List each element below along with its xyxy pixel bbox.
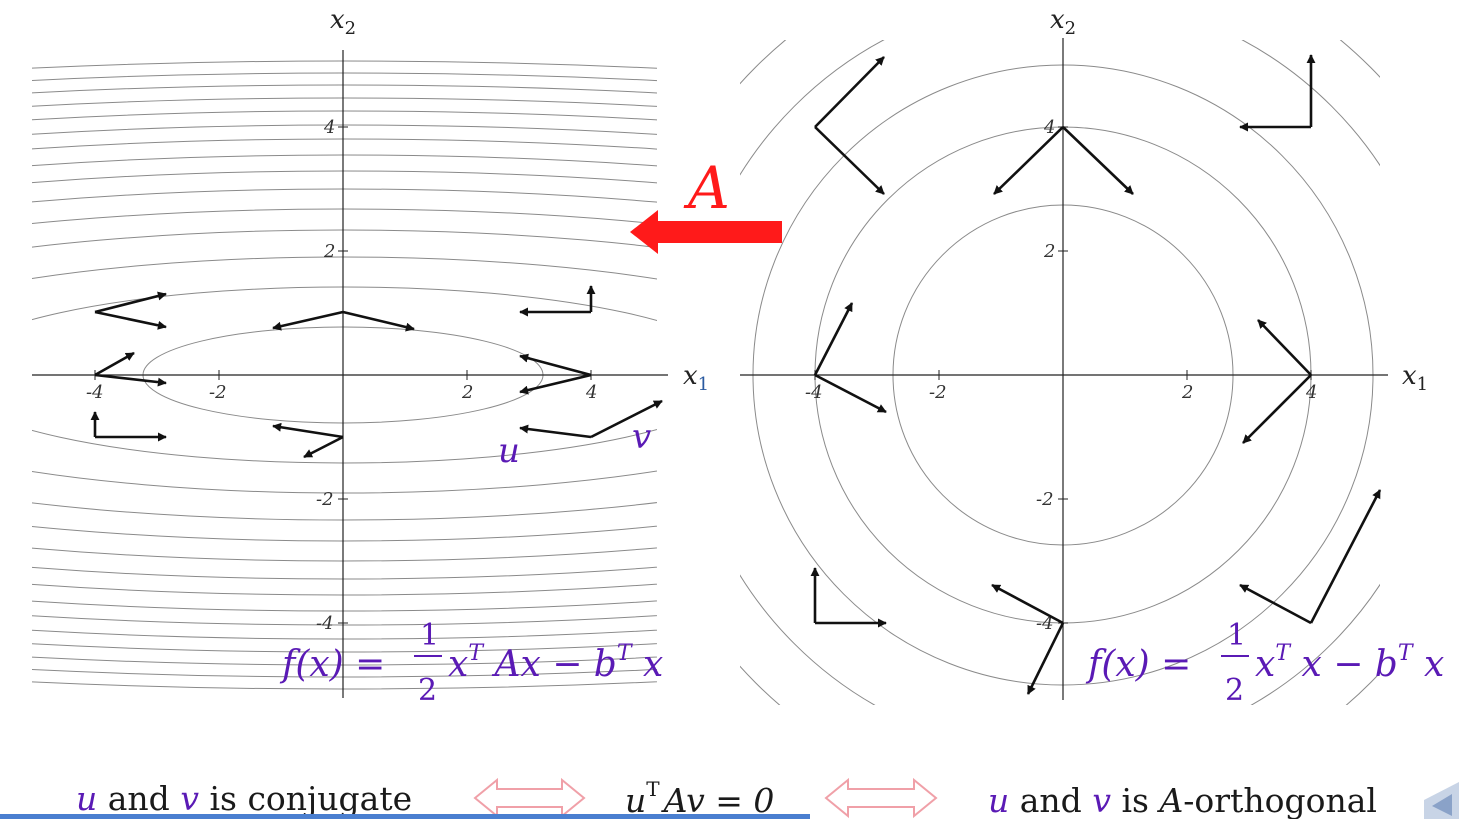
left-vector-pairs [90, 285, 663, 459]
left-formula: f(x) = 1 2 xT Ax − bT x [279, 618, 663, 708]
right-ytick-neg2: -2 [1036, 489, 1054, 510]
vector-arrow [94, 373, 167, 387]
left-ytick-4: 4 [323, 117, 335, 138]
v-label: v [632, 417, 651, 457]
vector-arrow [814, 126, 885, 195]
vector-arrow [519, 353, 592, 377]
left-plot: -4 -2 2 4 4 2 -2 -4 x2 x1 [32, 5, 709, 708]
left-ytick-neg2: -2 [316, 489, 334, 510]
right-ytick-4: 4 [1043, 117, 1055, 138]
vector-arrow [272, 310, 344, 331]
right-formula: f(x) = 1 2 xT x − bT x [1085, 618, 1444, 708]
vector-arrow [1257, 319, 1312, 376]
right-ytick-2: 2 [1043, 241, 1055, 262]
vector-arrow [519, 373, 592, 395]
svg-text:1: 1 [420, 618, 439, 653]
right-vector-pairs [810, 54, 1382, 695]
left-y-axis-label: x2 [330, 5, 356, 39]
red-left-arrow [630, 210, 782, 254]
right-xtick-neg2: -2 [929, 382, 947, 403]
right-xtick-4: 4 [1305, 382, 1317, 403]
svg-text:2: 2 [418, 673, 437, 708]
vector-arrow [94, 291, 167, 314]
vector-v-arrow [590, 399, 663, 439]
svg-text:f(x) =: f(x) = [279, 644, 385, 685]
vector-arrow [993, 126, 1064, 195]
vector-arrow [813, 302, 854, 376]
left-xtick-2: 2 [461, 382, 473, 403]
right-ytick-neg4: -4 [1036, 613, 1054, 634]
right-y-axis-label: x2 [1050, 5, 1076, 39]
bottom-statement: u and v is conjugate uT Av = 0 u and v is… [76, 777, 1377, 819]
right-xtick-neg4: -4 [805, 382, 823, 403]
svg-text:1: 1 [1227, 618, 1246, 653]
vector-arrow [814, 56, 885, 128]
svg-text:xT Ax − bT x: xT Ax − bT x [448, 641, 663, 685]
svg-text:2: 2 [1225, 673, 1244, 708]
vector-arrow [303, 435, 344, 459]
left-x-axis-label: x1 [683, 361, 709, 395]
equivalence-arrow-1 [473, 777, 586, 819]
left-ytick-neg4: -4 [316, 613, 334, 634]
vector-arrow [1062, 126, 1134, 195]
vector-arrow [272, 422, 344, 439]
svg-text:f(x) =: f(x) = [1085, 644, 1191, 685]
equivalence-arrow-2 [824, 777, 938, 819]
left-ytick-2: 2 [323, 241, 335, 262]
vector-arrow [1026, 622, 1065, 695]
right-x-axis-label: x1 [1402, 361, 1428, 395]
left-xtick-neg4: -4 [86, 382, 104, 403]
svg-text:xT x − bT x: xT x − bT x [1255, 641, 1444, 685]
vector-arrow [991, 583, 1064, 625]
vector-arrow [94, 351, 135, 377]
vector-arrow [1239, 583, 1312, 625]
u-label: u [498, 431, 520, 471]
right-xtick-2: 2 [1181, 382, 1193, 403]
statement-conjugate: u and v is conjugate [76, 779, 412, 818]
slide-nav-icon[interactable] [1424, 782, 1459, 819]
vector-u-arrow [519, 424, 592, 439]
transform-label: A [683, 154, 730, 222]
transform-arrow: A [630, 154, 782, 254]
vector-arrow [1309, 489, 1382, 624]
vector-arrow [1242, 374, 1312, 444]
statement-a-orthogonal: u and v is A-orthogonal [988, 781, 1377, 819]
left-xtick-neg2: -2 [209, 382, 227, 403]
vector-arrow [814, 373, 887, 414]
left-xtick-4: 4 [585, 382, 597, 403]
video-progress-bar[interactable] [0, 814, 810, 819]
vector-arrow [342, 310, 415, 332]
statement-equation: uT Av = 0 [625, 777, 774, 819]
vector-arrow [94, 310, 167, 330]
right-plot: -4 -2 2 4 4 2 -2 -4 x2 x1 [740, 5, 1444, 708]
